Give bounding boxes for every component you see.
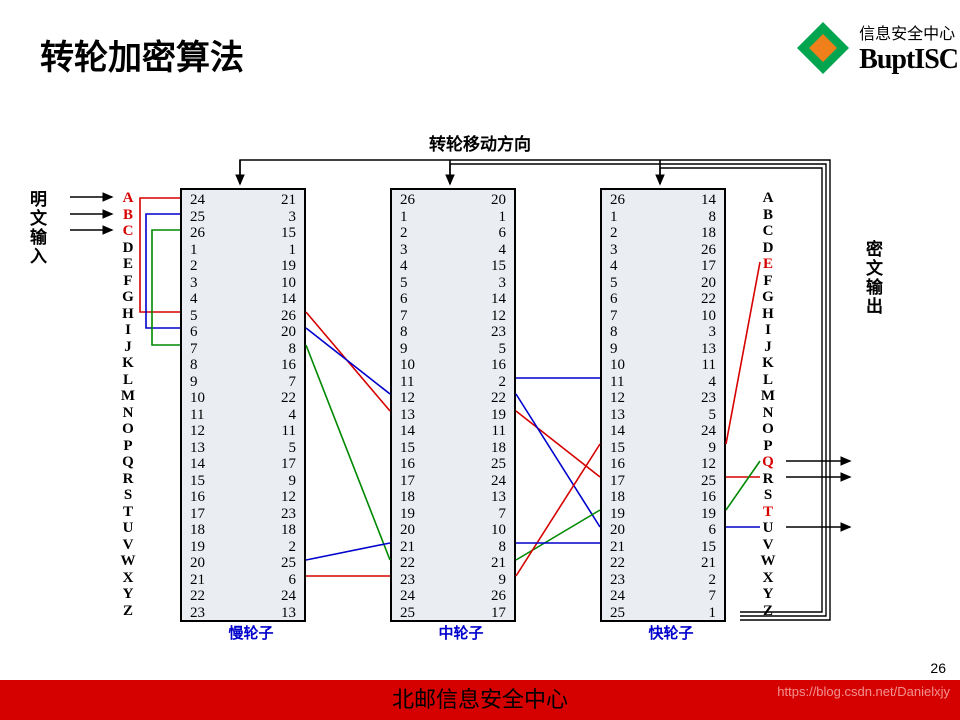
alpha-letter: K	[120, 355, 136, 372]
alpha-letter: U	[120, 520, 136, 537]
alpha-letter: Q	[760, 454, 776, 471]
alpha-letter: J	[760, 339, 776, 356]
alpha-letter: X	[760, 570, 776, 587]
alpha-letter: W	[120, 553, 136, 570]
alpha-letter: R	[760, 471, 776, 488]
alpha-letter: B	[120, 207, 136, 224]
page-number: 26	[930, 660, 946, 676]
alpha-letter: L	[120, 372, 136, 389]
alpha-letter: Y	[120, 586, 136, 603]
alpha-letter: D	[760, 240, 776, 257]
alpha-letter: F	[120, 273, 136, 290]
logo-title: BuptISC	[859, 44, 958, 76]
alpha-letter: W	[760, 553, 776, 570]
alpha-letter: L	[760, 372, 776, 389]
alpha-letter: T	[760, 504, 776, 521]
alpha-letter: K	[760, 355, 776, 372]
alpha-letter: R	[120, 471, 136, 488]
alpha-letter: S	[120, 487, 136, 504]
alpha-letter: Y	[760, 586, 776, 603]
alphabet-input: ABCDEFGHIJKLMNOPQRSTUVWXYZ	[120, 190, 136, 619]
alpha-letter: B	[760, 207, 776, 224]
alpha-letter: I	[760, 322, 776, 339]
alpha-letter: U	[760, 520, 776, 537]
rotor: 2612345678910111213141516171819202122232…	[600, 188, 726, 622]
rotor-label: 慢轮子	[190, 626, 312, 643]
alpha-letter: G	[760, 289, 776, 306]
alpha-letter: P	[120, 438, 136, 455]
alpha-letter: Z	[760, 603, 776, 620]
alpha-letter: A	[120, 190, 136, 207]
alpha-letter: T	[120, 504, 136, 521]
input-label: 明文输入	[24, 190, 49, 266]
alpha-letter: C	[760, 223, 776, 240]
alpha-letter: Z	[120, 603, 136, 620]
alpha-letter: S	[760, 487, 776, 504]
rotor-label: 快轮子	[610, 626, 732, 643]
alpha-letter: I	[120, 322, 136, 339]
alpha-letter: H	[120, 306, 136, 323]
alphabet-output: ABCDEFGHIJKLMNOPQRSTUVWXYZ	[760, 190, 776, 619]
alpha-letter: E	[120, 256, 136, 273]
footer: 北邮信息安全中心 https://blog.csdn.net/Danielxjy	[0, 680, 960, 720]
alpha-letter: P	[760, 438, 776, 455]
alpha-letter: D	[120, 240, 136, 257]
logo: 信息安全中心 BuptISC	[795, 20, 958, 76]
diagram-title: 转轮移动方向	[429, 130, 531, 155]
alpha-letter: E	[760, 256, 776, 273]
alpha-letter: O	[120, 421, 136, 438]
alpha-letter: F	[760, 273, 776, 290]
alpha-letter: V	[120, 537, 136, 554]
alpha-letter: M	[120, 388, 136, 405]
alpha-letter: A	[760, 190, 776, 207]
alpha-letter: H	[760, 306, 776, 323]
rotor-diagram: 转轮移动方向 明文输入 密文输出 ABCDEFGHIJKLMNOPQRSTUVW…	[40, 130, 920, 650]
alpha-letter: C	[120, 223, 136, 240]
footer-text: 北邮信息安全中心	[392, 687, 568, 712]
alpha-letter: V	[760, 537, 776, 554]
logo-subtitle: 信息安全中心	[859, 20, 958, 44]
page-title: 转轮加密算法	[40, 30, 244, 79]
alpha-letter: X	[120, 570, 136, 587]
alpha-letter: J	[120, 339, 136, 356]
alpha-letter: Q	[120, 454, 136, 471]
alpha-letter: G	[120, 289, 136, 306]
rotor: 2612345678910111213141516171819202122232…	[390, 188, 516, 622]
alpha-letter: O	[760, 421, 776, 438]
footer-url: https://blog.csdn.net/Danielxjy	[777, 672, 950, 712]
logo-diamond-icon	[795, 20, 851, 76]
rotor: 2425261234567891011121314151617181920212…	[180, 188, 306, 622]
alpha-letter: N	[120, 405, 136, 422]
alpha-letter: N	[760, 405, 776, 422]
rotor-label: 中轮子	[400, 626, 522, 643]
output-label: 密文输出	[860, 240, 885, 316]
alpha-letter: M	[760, 388, 776, 405]
